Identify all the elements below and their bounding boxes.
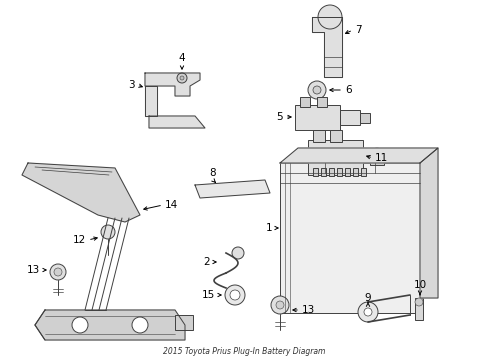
Circle shape [307,81,325,99]
Text: 5: 5 [276,112,283,122]
Text: 12: 12 [73,235,86,245]
Bar [329,130,341,142]
Circle shape [270,296,288,314]
Bar [309,153,324,165]
Polygon shape [280,148,437,163]
Circle shape [357,302,377,322]
Bar [320,168,325,176]
Bar [345,168,349,176]
Text: 11: 11 [374,153,387,163]
Circle shape [72,317,88,333]
Circle shape [414,298,422,306]
Polygon shape [22,163,140,222]
Text: 6: 6 [345,85,351,95]
Bar [336,168,341,176]
Circle shape [177,73,186,83]
Polygon shape [35,310,184,340]
Circle shape [101,225,115,239]
Polygon shape [145,73,200,96]
Polygon shape [149,116,204,128]
Bar [316,97,326,107]
Circle shape [180,76,183,80]
Bar [299,97,309,107]
Text: 2: 2 [203,257,209,267]
Bar [312,168,317,176]
Circle shape [317,5,341,29]
Text: 9: 9 [364,293,370,303]
Circle shape [132,317,148,333]
Text: 1: 1 [265,223,271,233]
Bar [328,168,333,176]
Polygon shape [195,180,269,198]
Polygon shape [419,148,437,298]
Text: 15: 15 [202,290,215,300]
Polygon shape [311,17,341,77]
Bar [369,153,383,165]
Text: 13: 13 [27,265,40,275]
Text: 7: 7 [354,25,361,35]
Bar [312,130,325,142]
Circle shape [54,268,62,276]
Text: 3: 3 [128,80,135,90]
Bar [294,105,339,130]
Circle shape [363,308,371,316]
Text: 2015 Toyota Prius Plug-In Battery Diagram: 2015 Toyota Prius Plug-In Battery Diagra… [163,347,325,356]
Circle shape [231,247,244,259]
Bar [280,163,419,313]
Circle shape [275,301,284,309]
Circle shape [311,148,321,158]
Bar [359,113,369,123]
Circle shape [229,290,240,300]
Text: 13: 13 [302,305,315,315]
Bar [307,140,362,175]
Circle shape [371,148,381,158]
Circle shape [50,264,66,280]
Bar [360,168,365,176]
Text: 8: 8 [209,168,216,178]
Bar [414,298,422,320]
Polygon shape [145,86,157,116]
Circle shape [224,285,244,305]
Text: 4: 4 [178,53,185,63]
Text: 10: 10 [412,280,426,290]
Text: 14: 14 [164,200,178,210]
Circle shape [312,86,320,94]
Bar [175,315,193,330]
Bar [339,110,359,125]
Bar [352,168,357,176]
